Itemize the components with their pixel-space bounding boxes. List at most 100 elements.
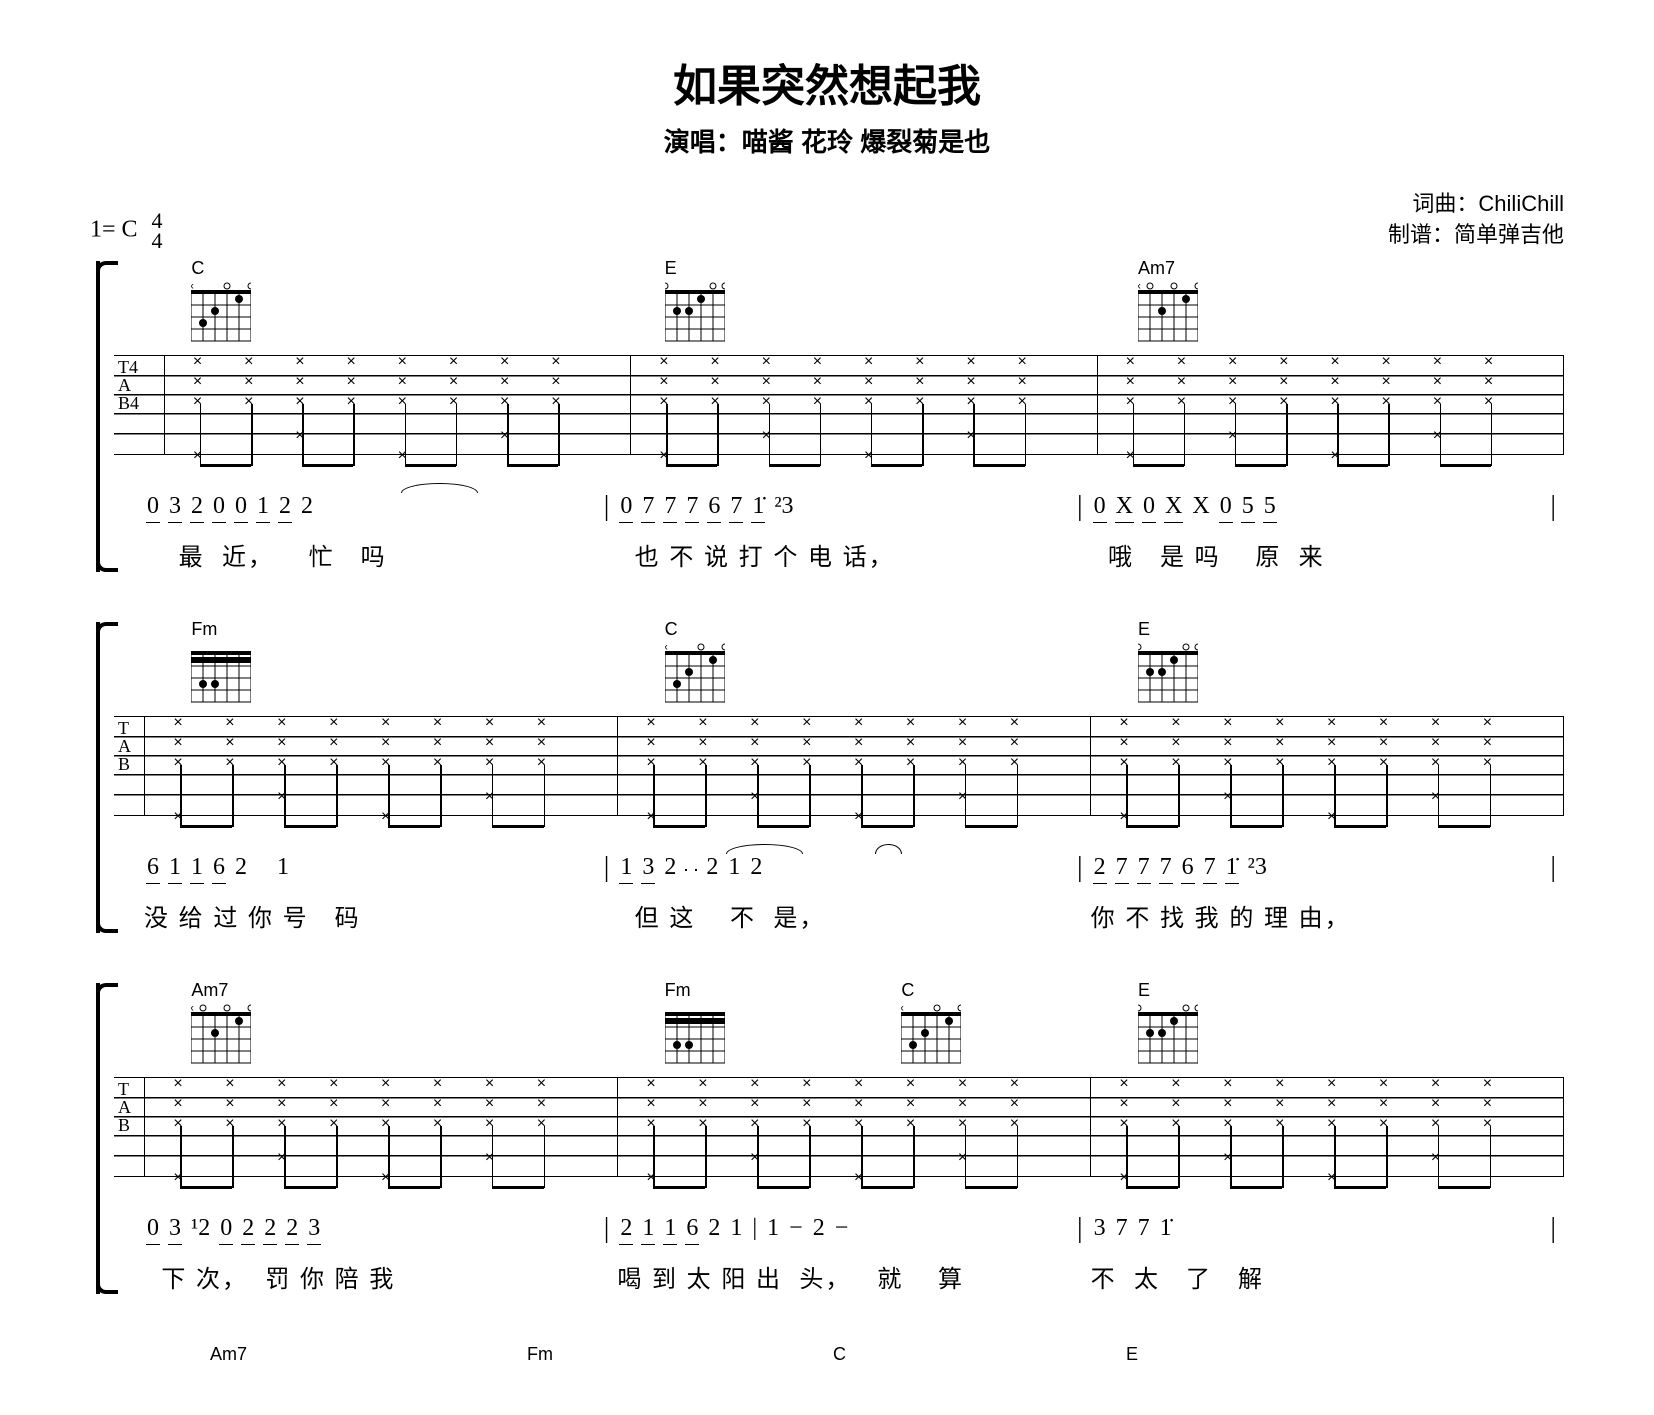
chord-diagram-svg: × bbox=[191, 1003, 251, 1073]
jianpu-note: 7 bbox=[661, 493, 679, 520]
lyric-bar: 你 不 找 我 的 理 由， bbox=[1091, 898, 1564, 933]
chord-label: Fm bbox=[527, 1344, 553, 1365]
jianpu-note: 2 bbox=[705, 1215, 723, 1242]
chord-diagram-svg bbox=[665, 281, 725, 351]
jianpu-note: 0 bbox=[1140, 493, 1158, 520]
chord-cell: Fm C × bbox=[617, 983, 1090, 1073]
jianpu-note: 3 bbox=[166, 1215, 184, 1242]
chord-diagram bbox=[1138, 1003, 1198, 1073]
jianpu-note: X bbox=[1189, 493, 1212, 520]
jianpu-note: 2 bbox=[298, 493, 316, 520]
svg-text:×: × bbox=[1138, 281, 1141, 293]
chord-label: E bbox=[1126, 1344, 1138, 1365]
jianpu-bar: 03¹202223 bbox=[144, 1213, 596, 1245]
svg-text:×: × bbox=[665, 642, 668, 654]
chord-diagram-svg: × bbox=[1138, 281, 1198, 351]
jianpu-bar: 611621 bbox=[144, 852, 596, 884]
jianpu-note: 2 bbox=[661, 854, 679, 881]
jianpu-note: 7 bbox=[1135, 854, 1153, 881]
chord-label: Fm bbox=[191, 619, 251, 640]
jianpu-row: 03¹202223|211621|1−2−|3771̇| bbox=[114, 1213, 1564, 1245]
chord-label: E bbox=[1138, 980, 1198, 1001]
svg-text:×: × bbox=[901, 1003, 904, 1015]
chord-diagram bbox=[191, 642, 251, 712]
jianpu-note: 7 bbox=[1113, 1215, 1131, 1242]
chord-row: C × E Am7 × bbox=[114, 261, 1564, 351]
lyric-row: 下 次， 罚 你 陪 我喝 到 太 阳 出 头， 就 算不 太 了 解 bbox=[114, 1259, 1564, 1294]
lyric-bar: 下 次， 罚 你 陪 我 bbox=[144, 1259, 617, 1294]
chord-diagram-svg: × bbox=[901, 1003, 961, 1073]
jianpu-note: 3 bbox=[639, 854, 657, 881]
jianpu-bar: 132212 bbox=[617, 852, 1069, 884]
jianpu-note: 7 bbox=[683, 493, 701, 520]
tab-bar: ×××××××××××××××××××××××××××× bbox=[1098, 356, 1564, 454]
time-signature: 4 4 bbox=[152, 211, 163, 251]
jianpu-note: 1̇ bbox=[1223, 854, 1241, 881]
chord-cell: C × bbox=[617, 622, 1090, 712]
tie bbox=[726, 844, 803, 854]
jianpu-note: 0 bbox=[1091, 493, 1109, 520]
jianpu-note: 2 bbox=[747, 854, 765, 881]
bottom-chord-row: Am7FmCE bbox=[90, 1344, 1564, 1365]
jianpu-note: 7 bbox=[1113, 854, 1131, 881]
chord-diagram-svg bbox=[1138, 1003, 1198, 1073]
jianpu-note: 6 bbox=[210, 854, 228, 881]
lyricist-label: 词曲： bbox=[1412, 191, 1478, 216]
barline: | bbox=[1069, 491, 1091, 523]
jianpu-note: 3 bbox=[305, 1215, 323, 1242]
barline: | bbox=[1542, 852, 1564, 884]
tab-staff: TAB×××××××××××××××××××××××××××××××××××××… bbox=[114, 716, 1564, 816]
jianpu-note: 0 bbox=[210, 493, 228, 520]
jianpu-note: 2 bbox=[703, 854, 721, 881]
lyric-bar: 也 不 说 打 个 电 话， bbox=[617, 537, 1090, 572]
lyric-bar: 最 近， 忙 吗 bbox=[144, 537, 617, 572]
chord-row: Am7 × Fm C × E bbox=[114, 983, 1564, 1073]
lyric-bar: 没 给 过 你 号 码 bbox=[144, 898, 617, 933]
chord-label: C bbox=[833, 1344, 846, 1365]
jianpu-note: | bbox=[749, 1215, 760, 1242]
chord-diagram bbox=[665, 281, 725, 351]
systems-container: C × E Am7 × T4AB4×××××××××××××××××××××××… bbox=[90, 261, 1564, 1294]
barline: | bbox=[1542, 491, 1564, 523]
jianpu-note: 2 bbox=[239, 1215, 257, 1242]
jianpu-note: 1 bbox=[166, 854, 184, 881]
chord-label: Fm bbox=[665, 980, 725, 1001]
system-bracket bbox=[96, 622, 114, 933]
transcriber: 简单弹吉他 bbox=[1454, 222, 1564, 247]
jianpu-note: 1 bbox=[274, 854, 292, 881]
lyric-row: 没 给 过 你 号 码 但 这 不 是，你 不 找 我 的 理 由， bbox=[114, 898, 1564, 933]
jianpu-note: 0 bbox=[1217, 493, 1235, 520]
jianpu-note: − bbox=[786, 1215, 806, 1242]
staff-system: Am7 × Fm C × E TAB××××××××××××××××××××××… bbox=[90, 983, 1564, 1294]
jianpu-note: 1 bbox=[617, 854, 635, 881]
jianpu-bar: 0X0XX055 bbox=[1091, 491, 1543, 523]
chord-diagram: × bbox=[901, 1003, 961, 1073]
chord-diagram-svg: × bbox=[665, 642, 725, 712]
jianpu-bar: 2777671̇²3 bbox=[1091, 852, 1543, 884]
chord-diagram: × bbox=[191, 1003, 251, 1073]
jianpu-row: 03200122|0777671̇²3|0X0XX055| bbox=[114, 491, 1564, 523]
jianpu-note: 7 bbox=[1201, 854, 1219, 881]
chord-label: Am7 bbox=[191, 980, 251, 1001]
key-text: 1= C bbox=[90, 216, 138, 242]
chord-diagram bbox=[665, 1003, 725, 1073]
system-bracket bbox=[96, 983, 114, 1294]
jianpu-note: 1̇ bbox=[1157, 1215, 1175, 1242]
chord-cell: Am7 × bbox=[1091, 261, 1564, 351]
jianpu-note: 6 bbox=[683, 1215, 701, 1242]
chord-cell: E bbox=[1091, 622, 1564, 712]
tie bbox=[401, 483, 478, 493]
jianpu-note: 0 bbox=[144, 493, 162, 520]
tab-bar: ×××××××××××××××××××××××××××× bbox=[618, 717, 1091, 815]
chord-diagram: × bbox=[665, 642, 725, 712]
jianpu-bar: 3771̇ bbox=[1091, 1213, 1543, 1245]
chord-label: E bbox=[665, 258, 725, 279]
barline: | bbox=[1069, 1213, 1091, 1245]
tab-bar: ×××××××××××××××××××××××××××× bbox=[1091, 1078, 1564, 1176]
jianpu-note: 6 bbox=[144, 854, 162, 881]
chord-diagram-svg bbox=[1138, 642, 1198, 712]
jianpu-note: 2 bbox=[276, 493, 294, 520]
chord-diagram-svg bbox=[191, 642, 251, 712]
song-title: 如果突然想起我 bbox=[90, 50, 1564, 114]
chord-diagram: × bbox=[1138, 281, 1198, 351]
